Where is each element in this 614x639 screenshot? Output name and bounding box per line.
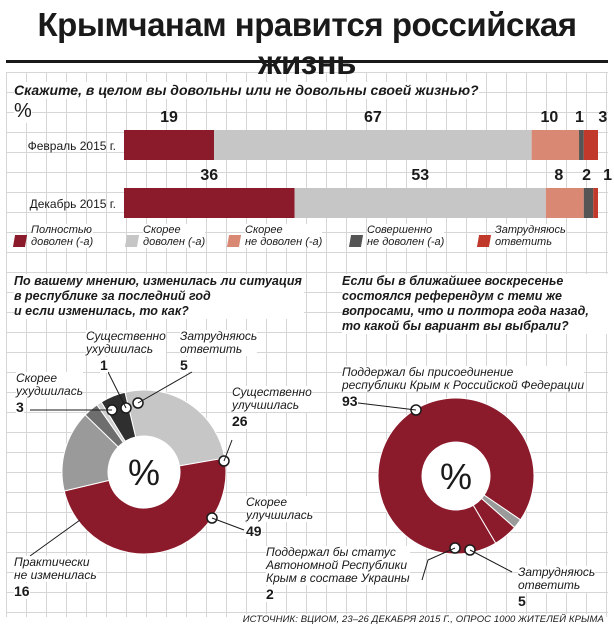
source-note: ИСТОЧНИК: ВЦИОМ, 23–26 ДЕКАБРЯ 2015 Г., … (242, 614, 604, 625)
label-substantially-better: Существенно улучшилась (232, 385, 312, 412)
label-somewhat-worse: Скорее ухудшилась (16, 371, 84, 398)
legend-item-completely-dissatisfied: Совершенно не доволен (-а) (348, 224, 445, 248)
legend-label: Скорее не доволен (-а) (245, 224, 323, 248)
bar-data-label: 19 (160, 109, 178, 126)
bar-segment (531, 130, 580, 160)
label-no-answer-2: Затрудняюсь ответить (518, 565, 596, 592)
page-title: Крымчанам нравится российская жизнь (37, 6, 577, 81)
legend-label: Скорее доволен (-а) (143, 224, 206, 248)
percent-sign: % (14, 100, 32, 123)
value-somewhat-better: 49 (246, 523, 262, 539)
leader-line (107, 371, 127, 409)
bar-data-label: 67 (364, 109, 382, 126)
legend-item-fully-satisfied: Полностью доволен (-а) (12, 224, 94, 248)
title-divider (6, 60, 608, 63)
legend-item-rather-dissatisfied: Скорее не доволен (-а) (226, 224, 323, 248)
bar-segment (593, 188, 598, 218)
donut-center-label: % (440, 456, 472, 497)
legend-swatch (476, 235, 492, 247)
leader-line (421, 547, 456, 581)
label-no-answer-1: Затрудняюсь ответить (180, 329, 258, 356)
question-situation-change: По вашему мнению, изменилась ли ситуация… (14, 274, 304, 319)
value-no-answer-2: 5 (518, 593, 526, 609)
donut-hole (422, 442, 490, 510)
bar-segment (545, 188, 584, 218)
bar-segment (579, 130, 584, 160)
value-ukraine: 2 (266, 586, 274, 602)
bar-segment (583, 130, 598, 160)
donut-hole (108, 436, 180, 508)
donut-center-label: % (128, 452, 160, 493)
bar-category-label: Февраль 2015 г. (28, 139, 116, 153)
bar-data-label: 1 (603, 167, 612, 184)
legend-item-rather-satisfied: Скорее доволен (-а) (124, 224, 206, 248)
label-ukraine: Поддержал бы статус Автономной Республик… (266, 545, 410, 585)
bar-segment (124, 130, 215, 160)
bar-category-label: Декабрь 2015 г. (30, 197, 116, 211)
legend-item-no-answer: Затрудняюсь ответить (476, 224, 566, 248)
value-not-changed: 16 (14, 583, 30, 599)
value-no-answer-1: 5 (180, 357, 188, 373)
bar-data-label: 53 (411, 167, 429, 184)
value-russia: 93 (342, 393, 358, 409)
bar-data-label: 8 (554, 167, 563, 184)
legend-swatch (12, 235, 28, 247)
legend-swatch (348, 235, 364, 247)
leader-line (211, 517, 245, 531)
bar-legend: Полностью доволен (-а) Скорее доволен (-… (12, 224, 614, 264)
bar-segment (294, 188, 546, 218)
leader-line (349, 401, 417, 411)
bar-data-label: 2 (582, 167, 591, 184)
leader-line (29, 519, 81, 557)
value-somewhat-worse: 3 (16, 399, 24, 415)
bar-segment (583, 188, 594, 218)
donut-slice (124, 389, 226, 467)
legend-swatch (226, 235, 242, 247)
label-russia: Поддержал бы присоединение республики Кр… (342, 365, 584, 392)
legend-swatch (124, 235, 140, 247)
donut-referendum: % (349, 397, 535, 581)
label-substantially-worse: Существенно ухудшилась (86, 329, 166, 356)
bar-data-label: 10 (540, 109, 558, 126)
question-satisfaction: Скажите, в целом вы довольны или не дово… (14, 82, 479, 99)
bar-data-label: 36 (200, 167, 218, 184)
question-referendum: Если бы в ближайшее воскресенье состоялс… (342, 274, 612, 334)
leader-line (223, 439, 233, 462)
legend-label: Затрудняюсь ответить (495, 224, 566, 248)
legend-label: Полностью доволен (-а) (31, 224, 94, 248)
legend-label: Совершенно не доволен (-а) (367, 224, 445, 248)
bar-data-label: 1 (575, 109, 584, 126)
bar-data-label: 3 (598, 109, 607, 126)
donut-situation-change: % (29, 371, 245, 557)
value-substantially-better: 26 (232, 413, 248, 429)
value-substantially-worse: 1 (100, 357, 108, 373)
bar-segment (214, 130, 532, 160)
leader-line (137, 371, 193, 404)
leader-line (469, 549, 513, 573)
label-somewhat-better: Скорее улучшилась (246, 495, 314, 522)
label-not-changed: Практически не изменилась (14, 555, 97, 582)
bar-segment (124, 188, 295, 218)
